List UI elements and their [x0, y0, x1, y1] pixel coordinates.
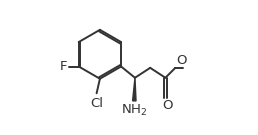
Text: NH$_2$: NH$_2$ — [121, 102, 148, 118]
Text: Cl: Cl — [90, 97, 103, 110]
Text: O: O — [163, 99, 173, 112]
Text: O: O — [176, 54, 187, 67]
Text: F: F — [59, 60, 67, 73]
Polygon shape — [133, 78, 136, 101]
